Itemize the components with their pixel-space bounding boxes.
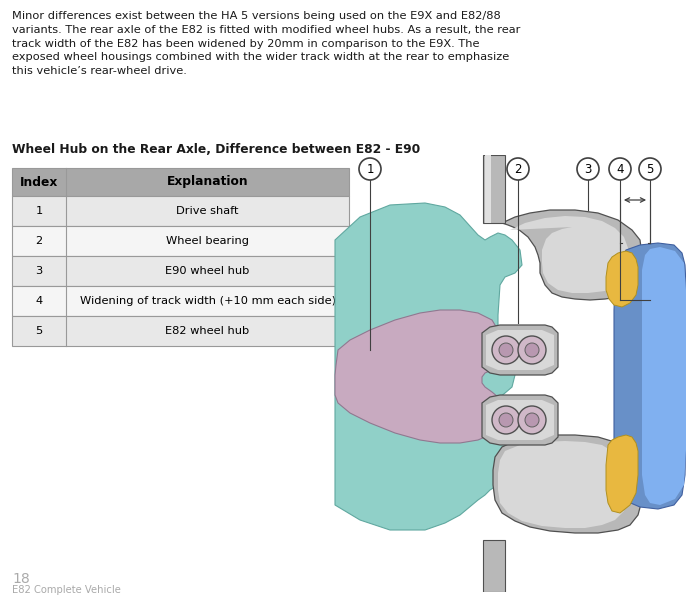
- Bar: [12, 256, 349, 286]
- Bar: [12, 226, 349, 256]
- Polygon shape: [614, 243, 686, 509]
- Text: 2: 2: [514, 163, 522, 176]
- Text: this vehicle’s rear-wheel drive.: this vehicle’s rear-wheel drive.: [12, 66, 187, 76]
- Circle shape: [492, 406, 520, 434]
- Polygon shape: [482, 325, 558, 375]
- Text: Drive shaft: Drive shaft: [176, 206, 239, 216]
- Polygon shape: [486, 330, 554, 370]
- Text: 18: 18: [12, 572, 29, 586]
- Polygon shape: [510, 216, 628, 293]
- Text: Widening of track width (+10 mm each side): Widening of track width (+10 mm each sid…: [80, 296, 335, 306]
- Bar: [12, 168, 349, 196]
- Circle shape: [525, 413, 539, 427]
- Bar: [12, 196, 349, 226]
- Polygon shape: [482, 395, 558, 445]
- Text: 1: 1: [366, 163, 374, 176]
- Bar: [485, 155, 491, 223]
- Text: 3: 3: [36, 266, 43, 276]
- Polygon shape: [493, 435, 642, 533]
- Circle shape: [518, 406, 546, 434]
- Polygon shape: [498, 441, 628, 528]
- Text: Explanation: Explanation: [167, 175, 248, 189]
- Text: E82 wheel hub: E82 wheel hub: [165, 326, 250, 336]
- Circle shape: [609, 158, 631, 180]
- Bar: [12, 316, 349, 346]
- Polygon shape: [486, 400, 554, 440]
- Bar: [483, 540, 505, 592]
- Text: 5: 5: [36, 326, 43, 336]
- Text: track width of the E82 has been widened by 20mm in comparison to the E9X. The: track width of the E82 has been widened …: [12, 38, 480, 49]
- Polygon shape: [335, 203, 522, 530]
- Circle shape: [359, 158, 381, 180]
- Polygon shape: [335, 310, 502, 443]
- Text: 4: 4: [616, 163, 624, 176]
- Circle shape: [507, 158, 529, 180]
- Text: exposed wheel housings combined with the wider track width at the rear to emphas: exposed wheel housings combined with the…: [12, 53, 509, 62]
- Text: Wheel bearing: Wheel bearing: [166, 236, 249, 246]
- Polygon shape: [642, 247, 686, 505]
- Text: variants. The rear axle of the E82 is fitted with modified wheel hubs. As a resu: variants. The rear axle of the E82 is fi…: [12, 25, 521, 35]
- Circle shape: [499, 413, 513, 427]
- Circle shape: [499, 343, 513, 357]
- Text: 5: 5: [646, 163, 654, 176]
- Circle shape: [577, 158, 599, 180]
- Text: Index: Index: [20, 175, 58, 189]
- Circle shape: [492, 336, 520, 364]
- Text: 2: 2: [36, 236, 43, 246]
- Text: Minor differences exist between the HA 5 versions being used on the E9X and E82/: Minor differences exist between the HA 5…: [12, 11, 501, 21]
- Polygon shape: [502, 210, 642, 300]
- Circle shape: [518, 336, 546, 364]
- Bar: [12, 286, 349, 316]
- Text: 3: 3: [584, 163, 592, 176]
- Text: E82 Complete Vehicle: E82 Complete Vehicle: [12, 585, 121, 595]
- Text: Wheel Hub on the Rear Axle, Difference between E82 - E90: Wheel Hub on the Rear Axle, Difference b…: [12, 143, 421, 156]
- Circle shape: [639, 158, 661, 180]
- Text: E90 wheel hub: E90 wheel hub: [165, 266, 250, 276]
- Text: 4: 4: [36, 296, 43, 306]
- Circle shape: [525, 343, 539, 357]
- Bar: [483, 155, 505, 223]
- Polygon shape: [606, 435, 638, 513]
- Text: 1: 1: [36, 206, 43, 216]
- Polygon shape: [606, 251, 638, 307]
